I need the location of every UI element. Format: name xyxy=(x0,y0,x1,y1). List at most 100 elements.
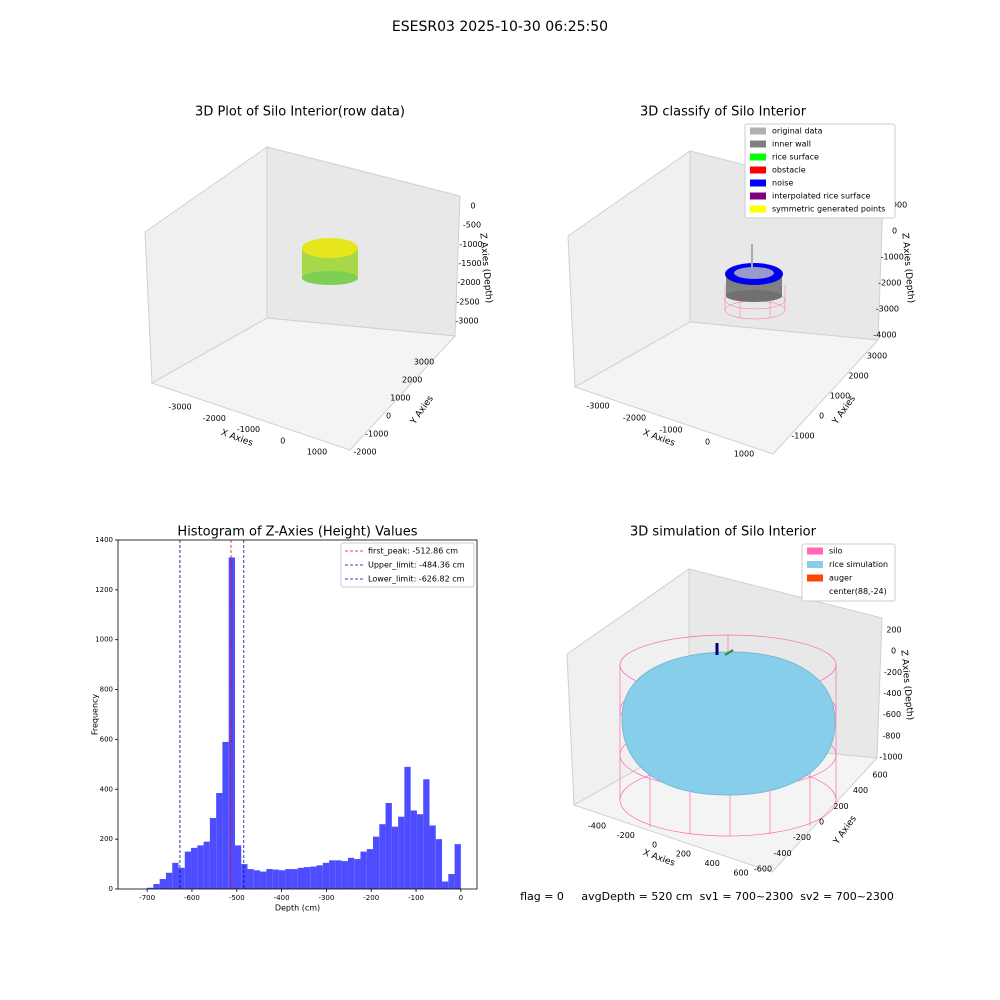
bar xyxy=(203,841,210,889)
bar xyxy=(373,836,380,889)
bar xyxy=(272,869,279,889)
z-tick-label: 0 xyxy=(470,202,475,211)
bar xyxy=(197,845,204,889)
x-tick-label: -400 xyxy=(588,822,606,831)
pane-floor xyxy=(573,321,880,455)
x-tick-label: -3000 xyxy=(168,403,191,412)
bar xyxy=(209,817,217,889)
z-tick-label: -1000 xyxy=(879,753,902,762)
y-tick-label: 1000 xyxy=(390,394,410,403)
bar xyxy=(278,870,286,889)
legend-label: auger xyxy=(829,574,853,583)
plot-frame xyxy=(117,539,478,890)
y-tick-label: -200 xyxy=(793,833,811,842)
y-axis-label: Y Axies xyxy=(408,394,436,427)
x-tick-label: 200 xyxy=(676,850,691,859)
bar xyxy=(347,857,355,889)
z-axis-label: Z Axies (Depth) xyxy=(899,232,915,303)
y-tick-label: 0 xyxy=(109,885,113,893)
legend-label: inner wall xyxy=(772,140,811,149)
x-tick-label: 0 xyxy=(705,438,710,447)
legend-swatch xyxy=(750,140,766,148)
legend-swatch xyxy=(807,561,823,568)
bar xyxy=(423,779,430,889)
bar xyxy=(379,824,386,889)
legend-label: silo xyxy=(829,547,843,556)
y-tick-label: 1000 xyxy=(95,636,113,644)
y-tick-label: 600 xyxy=(100,735,113,743)
x-tick-label: 0 xyxy=(280,436,285,445)
y-tick-label: 600 xyxy=(872,771,887,780)
y-tick-label: -2000 xyxy=(353,448,376,457)
legend-swatch xyxy=(750,166,766,174)
bar xyxy=(247,869,254,889)
legend-label: Lower_limit: -626.82 cm xyxy=(368,575,465,584)
legend-label: rice surface xyxy=(772,153,819,162)
chart-title: 3D simulation of Silo Interior xyxy=(630,525,817,540)
y-tick-label: 1400 xyxy=(95,536,113,544)
bar xyxy=(329,860,336,889)
bar xyxy=(147,887,154,889)
x-tick-label: -600 xyxy=(184,894,200,902)
y-tick-label: 400 xyxy=(853,786,868,795)
x-tick-label: -2000 xyxy=(623,414,646,423)
z-tick-label: -200 xyxy=(884,668,902,677)
legend-label: obstacle xyxy=(772,166,806,175)
z-tick-label: 0 xyxy=(892,227,897,236)
legend-swatch xyxy=(750,153,766,161)
x-tick-label: 400 xyxy=(705,859,720,868)
x-axis-label: Depth (cm) xyxy=(275,904,320,913)
legend-swatch xyxy=(750,205,766,213)
bar xyxy=(316,865,323,889)
legend-label: interpolated rice surface xyxy=(772,192,870,201)
bar xyxy=(285,869,292,889)
bar xyxy=(253,870,261,889)
z-tick-label: -1500 xyxy=(458,259,481,268)
pane-back xyxy=(266,146,461,337)
y-tick-label: 3000 xyxy=(867,352,887,361)
x-tick-label: -3000 xyxy=(586,402,609,411)
legend-box xyxy=(744,123,896,219)
bar xyxy=(442,881,449,889)
bar xyxy=(391,826,399,889)
x-tick-label: -300 xyxy=(318,894,334,902)
bar xyxy=(260,871,267,889)
z-tick-label: -3000 xyxy=(455,317,478,326)
bar xyxy=(341,861,348,889)
bar xyxy=(360,851,367,889)
bar xyxy=(266,869,273,889)
y-tick-label: -1000 xyxy=(365,430,388,439)
legend-box xyxy=(340,542,475,588)
z-tick-label: -2000 xyxy=(457,278,480,287)
y-tick-label: 3000 xyxy=(414,358,434,367)
z-tick-label: -4000 xyxy=(873,331,896,340)
x-tick-label: -2000 xyxy=(203,414,226,423)
chart-title: 3D classify of Silo Interior xyxy=(640,105,807,120)
legend-swatch xyxy=(750,192,766,200)
legend-swatch xyxy=(750,179,766,187)
x-tick-label: 0 xyxy=(652,840,657,849)
legend-label: rice simulation xyxy=(829,560,888,569)
z-tick-label: 1000 xyxy=(887,201,907,210)
bar xyxy=(429,825,436,889)
bar xyxy=(366,849,374,889)
classified-cylinder xyxy=(724,244,786,320)
bar xyxy=(410,810,417,889)
x-tick-label: 600 xyxy=(733,869,748,878)
chart-title: 3D Plot of Silo Interior(row data) xyxy=(195,105,405,120)
bar xyxy=(385,802,392,889)
bar xyxy=(291,869,298,889)
chart-title: Histogram of Z-Axies (Height) Values xyxy=(177,525,417,540)
x-tick-label: -500 xyxy=(229,894,245,902)
bar xyxy=(234,845,242,889)
bar xyxy=(454,844,461,889)
bar xyxy=(354,859,361,889)
bar xyxy=(241,864,248,889)
bar xyxy=(322,862,330,889)
bar xyxy=(216,793,223,889)
z-tick-label: -3000 xyxy=(876,305,899,314)
bar xyxy=(404,766,411,889)
legend-swatch xyxy=(807,574,823,582)
bar xyxy=(335,860,342,889)
